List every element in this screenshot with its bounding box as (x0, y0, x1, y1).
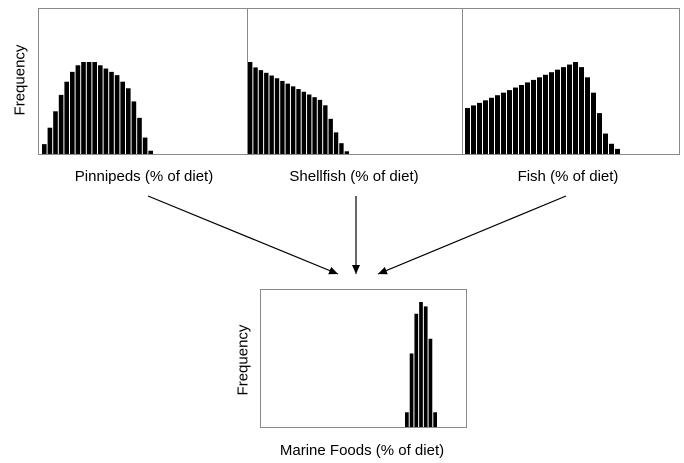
histogram-bar (285, 83, 290, 154)
histogram-bar (603, 133, 608, 154)
histogram-bar (103, 68, 109, 154)
histogram-bar (561, 67, 566, 154)
histogram-bar (489, 97, 494, 154)
histogram-bar (428, 338, 433, 427)
histogram-bar (301, 91, 307, 154)
histogram-bar (317, 99, 323, 154)
histogram-bar (131, 101, 137, 154)
histogram-bar (405, 412, 409, 427)
histogram-bar (296, 89, 301, 154)
histogram-bar (423, 306, 428, 427)
histogram-bar (81, 62, 86, 154)
histogram-bar (414, 313, 419, 427)
frequency-axis-label-bottom: Frequency (234, 324, 252, 396)
histogram-bar (597, 113, 602, 154)
histogram-bar (137, 117, 142, 154)
frequency-axis-label-top: Frequency (11, 44, 29, 116)
fish-histogram-panel (462, 8, 680, 155)
shellfish-histogram-panel (247, 8, 463, 155)
histogram-bar (109, 71, 114, 154)
histogram-bar (567, 64, 572, 154)
histogram-bar (323, 105, 328, 154)
arrow-fish-to-marine (377, 195, 567, 275)
histogram-bar (312, 97, 317, 154)
histogram-bar (465, 108, 470, 154)
pinnipeds-axis-label: Pinnipeds (% of diet) (74, 168, 214, 185)
histogram-bar (543, 74, 548, 154)
histogram-bar (114, 75, 120, 154)
histogram-bar (64, 81, 69, 154)
histogram-bar (549, 72, 554, 154)
histogram-bar (328, 118, 333, 154)
histogram-bar (419, 302, 423, 427)
histogram-bar (98, 65, 103, 154)
marine-foods-histogram-panel (260, 289, 467, 428)
histogram-bar (495, 95, 500, 154)
histogram-bar (290, 86, 296, 154)
histogram-bar (433, 412, 437, 427)
histogram-bar (507, 90, 512, 154)
histogram-bar (537, 77, 542, 154)
histogram-bar (555, 69, 560, 154)
histogram-bar (579, 67, 584, 154)
histogram-bar (258, 70, 264, 154)
histogram-bar (248, 62, 253, 154)
histogram-bar (253, 67, 258, 154)
histogram-bar (75, 65, 81, 154)
histogram-bar (86, 62, 92, 154)
histogram-bar (573, 62, 578, 154)
histogram-bar (120, 81, 125, 154)
histogram-bar (409, 353, 414, 427)
histogram-bar (525, 82, 530, 154)
histogram-bar (531, 79, 536, 154)
marine-foods-axis-label: Marine Foods (% of diet) (279, 442, 445, 459)
histogram-bar (274, 78, 280, 154)
histogram-bar (53, 111, 58, 154)
histogram-bar (501, 92, 506, 154)
pinnipeds-histogram (42, 62, 153, 154)
histogram-bar (519, 85, 524, 154)
histogram-bar (483, 100, 488, 154)
histogram-bar (513, 87, 518, 154)
histogram-bar (92, 62, 97, 154)
histogram-bar (339, 143, 344, 154)
histogram-bar (58, 94, 64, 154)
histogram-bar (615, 148, 620, 154)
histogram-bar (585, 77, 590, 154)
histogram-bar (591, 92, 596, 154)
histogram-bar (471, 105, 476, 154)
histogram-bar (307, 94, 312, 154)
histogram-bar (264, 72, 269, 154)
histogram-bar (148, 150, 153, 154)
histogram-bar (269, 75, 274, 154)
histogram-bar (609, 143, 614, 154)
histogram-bar (344, 151, 349, 154)
histogram-bar (70, 71, 75, 154)
marine-foods-histogram (405, 302, 437, 427)
histogram-bar (333, 132, 339, 154)
fish-axis-label: Fish (% of diet) (517, 168, 619, 185)
arrow-pinnipeds-to-marine (147, 195, 339, 275)
histogram-bar (142, 137, 148, 154)
histogram-bar (280, 80, 285, 154)
histogram-bar (42, 144, 47, 154)
shellfish-axis-label: Shellfish (% of diet) (289, 168, 419, 185)
shellfish-histogram (248, 62, 349, 154)
histogram-bar (477, 102, 482, 154)
histogram-bar (47, 127, 53, 154)
pinnipeds-histogram-panel (38, 8, 248, 155)
fish-histogram (465, 62, 620, 154)
histogram-bar (126, 88, 131, 154)
